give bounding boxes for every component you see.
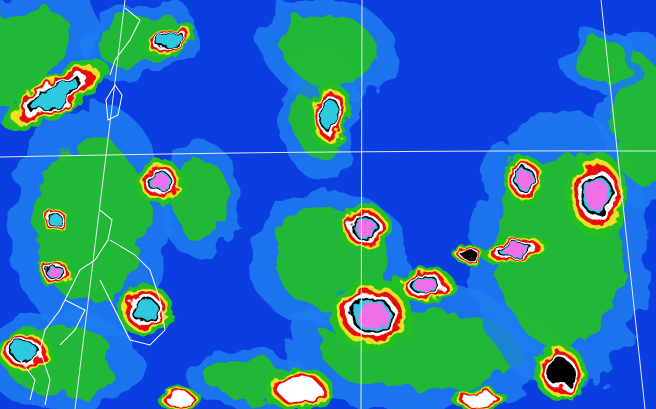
cloud-field xyxy=(281,14,379,86)
coastline xyxy=(59,299,86,346)
coastline xyxy=(105,84,123,121)
coastline xyxy=(109,7,141,76)
cloud-cluster-band xyxy=(166,392,194,408)
coastline xyxy=(99,239,166,346)
latitude-line xyxy=(0,150,656,158)
cloud-cluster-band xyxy=(547,358,573,386)
cloud-cluster-band xyxy=(150,173,170,191)
cloud-cluster-band xyxy=(32,79,78,111)
cloud-cluster-band xyxy=(356,301,388,329)
cloud-cluster-band xyxy=(48,265,62,279)
longitude-line xyxy=(74,0,126,409)
cloud-field xyxy=(172,158,228,242)
cloud-cluster-band xyxy=(320,101,340,129)
cloud-cluster-band xyxy=(48,213,62,227)
cloud-cluster-band xyxy=(158,32,182,48)
coastlines xyxy=(19,7,166,406)
cloud-cluster-band xyxy=(132,298,158,322)
cloud-cluster-band xyxy=(462,250,478,260)
longitude-line xyxy=(600,0,646,409)
cloud-field xyxy=(612,57,656,183)
coastline xyxy=(39,209,113,406)
cloud-cluster-band xyxy=(355,218,375,238)
cloud-cluster-band xyxy=(502,244,528,256)
cloud-cluster-band xyxy=(413,278,437,292)
cloud-cluster-band xyxy=(279,376,321,404)
cloud-field xyxy=(572,39,628,81)
cloud-cluster-band xyxy=(584,179,610,211)
longitude-line xyxy=(360,0,363,409)
cloud-cluster-band xyxy=(12,342,38,362)
cloud-cluster-band xyxy=(516,170,534,190)
cloud-cluster-band xyxy=(463,392,497,408)
convective-clusters xyxy=(0,22,629,409)
coastline xyxy=(19,359,36,401)
